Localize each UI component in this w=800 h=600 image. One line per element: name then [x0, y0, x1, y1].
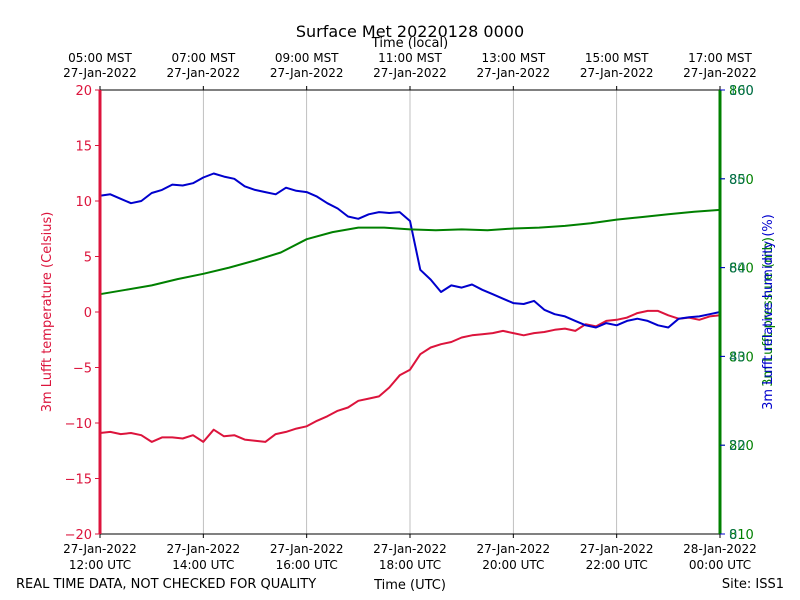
y-tick-label-left: 20 [75, 84, 92, 99]
y-tick-label-left: 15 [75, 140, 92, 155]
y-tick-label-left: −10 [65, 417, 92, 432]
right-axis-label-green: 3m Lufft pressure (mb) [761, 237, 776, 387]
y-tick-label-right-green: 850 [729, 173, 754, 188]
x-tick-label-bottom-time: 18:00 UTC [379, 558, 441, 572]
x-tick-label-bottom-time: 14:00 UTC [172, 558, 234, 572]
x-tick-label-bottom-date: 27-Jan-2022 [580, 542, 654, 556]
x-tick-label-top-date: 27-Jan-2022 [270, 66, 344, 80]
x-tick-label-top-date: 27-Jan-2022 [167, 66, 241, 80]
grid-lines [202, 90, 618, 534]
y-tick-label-right-blue: 20 [729, 439, 746, 454]
x-tick-label-top-time: 11:00 MST [378, 51, 442, 65]
x-tick-label-top-time: 05:00 MST [68, 51, 132, 65]
series-line-3m-lufft-relative-humidity [99, 172, 721, 329]
x-tick-label-top-time: 09:00 MST [275, 51, 339, 65]
x-tick-label-bottom-date: 27-Jan-2022 [167, 542, 241, 556]
x-tick-label-top-date: 27-Jan-2022 [63, 66, 137, 80]
ticks-layer: 27-Jan-2022 12:00 UTC 27-Jan-2022 14:00 UTC… [63, 51, 757, 572]
y-tick-label-right-blue: 100 [729, 84, 754, 99]
x-tick-label-top-time: 07:00 MST [171, 51, 235, 65]
top-axis-label: Time (local) [371, 36, 448, 51]
y-tick-label-right-green: 820 [729, 439, 754, 454]
x-tick-label-bottom-time: 22:00 UTC [586, 558, 648, 572]
x-tick-label-top-date: 27-Jan-2022 [373, 66, 447, 80]
x-tick-label-bottom-date: 27-Jan-2022 [63, 542, 137, 556]
footer-disclaimer: REAL TIME DATA, NOT CHECKED FOR QUALITY [16, 577, 316, 592]
y-tick-label-left: 0 [84, 306, 92, 321]
x-tick-label-top-date: 27-Jan-2022 [683, 66, 757, 80]
x-tick-label-bottom-time: 16:00 UTC [276, 558, 338, 572]
series-line-3m-lufft-pressure [99, 208, 721, 296]
x-tick-label-bottom-date: 27-Jan-2022 [270, 542, 344, 556]
y-tick-label-right-green: 840 [729, 262, 754, 277]
y-tick-label-left: 10 [75, 195, 92, 210]
y-tick-label-right-green: 830 [729, 350, 754, 365]
x-tick-label-top-time: 17:00 MST [688, 51, 752, 65]
x-tick-label-bottom-date: 27-Jan-2022 [373, 542, 447, 556]
x-tick-label-top-time: 15:00 MST [585, 51, 649, 65]
right-axis-label-blue: 3m Lufft relative humidity (%) [761, 214, 776, 410]
x-tick-label-bottom-date: 27-Jan-2022 [477, 542, 551, 556]
x-axis-label: Time (UTC) [373, 578, 446, 593]
series-line-3m-lufft-temperature [99, 309, 721, 443]
y-tick-label-left: −5 [73, 362, 92, 377]
y-tick-label-right-blue: 0 [729, 528, 737, 543]
y-tick-label-right-green: 810 [729, 528, 754, 543]
x-tick-label-top-date: 27-Jan-2022 [580, 66, 654, 80]
x-tick-label-top-time: 13:00 MST [481, 51, 545, 65]
footer-site: Site: ISS1 [722, 577, 784, 592]
y-tick-label-right-blue: 80 [729, 173, 746, 188]
y-tick-label-left: −15 [65, 473, 92, 488]
y-tick-label-right-blue: 40 [729, 350, 746, 365]
y-tick-label-right-green: 860 [729, 84, 754, 99]
series-layer [99, 172, 721, 443]
x-tick-label-bottom-time: 00:00 UTC [689, 558, 751, 572]
y-tick-label-right-blue: 60 [729, 262, 746, 277]
y-tick-label-left: −20 [65, 528, 92, 543]
chart-title: Surface Met 20220128 0000 [296, 22, 524, 41]
left-axis-label: 3m Lufft temperature (Celsius) [40, 212, 55, 413]
x-tick-label-bottom-time: 20:00 UTC [482, 558, 544, 572]
x-tick-label-bottom-date: 28-Jan-2022 [683, 542, 757, 556]
y-tick-label-left: 5 [84, 251, 92, 266]
x-tick-label-top-date: 27-Jan-2022 [477, 66, 551, 80]
x-tick-label-bottom-time: 12:00 UTC [69, 558, 131, 572]
